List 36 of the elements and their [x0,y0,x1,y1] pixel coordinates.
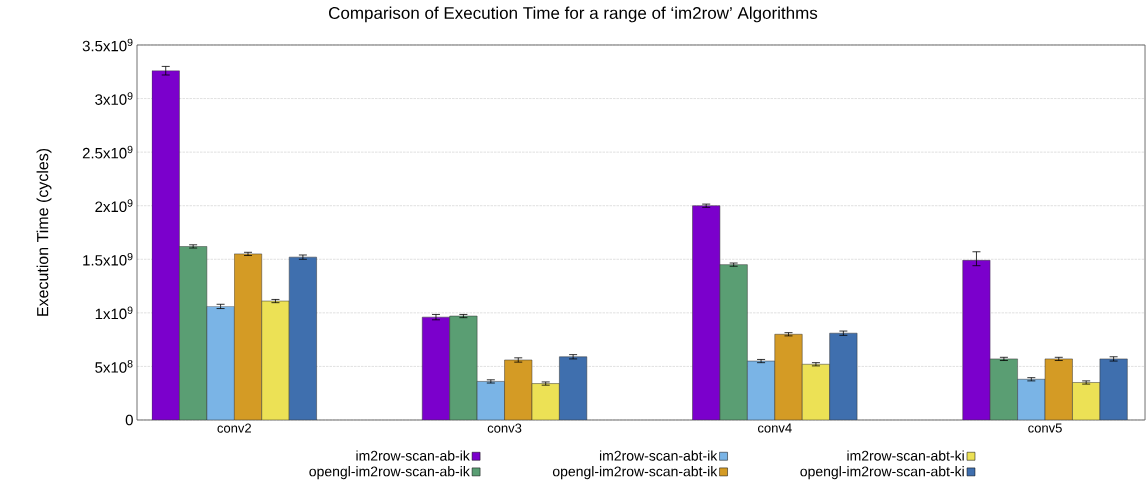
bar [531,383,560,420]
x-tick-label: conv2 [217,423,251,433]
y-tick-label: 3.5x10$^{9}$ [82,38,133,52]
bar [1099,358,1128,420]
y-tick-label: 2x10$^{9}$ [95,199,133,213]
y-axis-title: Execution Time (cycles) [36,148,52,316]
legend-label: opengl-im2row-scan-abt-ik [552,466,718,480]
y-tick-label: 5x10$^{8}$ [95,360,133,373]
bar [449,315,478,420]
bar [206,306,235,420]
y-tick-label: 1.5x10$^{9}$ [83,252,133,266]
bar [747,360,776,420]
bar [559,356,588,420]
y-tick-label: 0 [125,414,133,426]
bar [1072,382,1101,420]
legend-label: im2row-scan-abt-ik [599,450,718,461]
x-tick-label: conv5 [1028,423,1062,433]
bar [261,300,290,420]
bar [476,381,505,420]
y-tick-label: 3x10$^{9}$ [95,92,133,105]
legend-label: opengl-im2row-scan-abt-ki [800,466,964,480]
legend-label: im2row-scan-ab-ik [356,450,470,461]
bar [801,364,830,420]
legend-label: opengl-im2row-scan-ab-ik [309,466,470,480]
y-tick-label: 1x10$^{9}$ [95,306,133,320]
bar [989,358,1018,420]
bar [288,256,317,420]
bar [719,264,748,420]
bar [829,332,858,420]
y-tick-label: 2.5x10$^{9}$ [82,145,133,159]
bar [1017,379,1046,420]
bar [179,246,208,420]
x-tick-label: conv4 [758,423,792,433]
legend-label: im2row-scan-abt-ki [847,450,964,461]
x-tick-label: conv3 [487,423,522,433]
chart-title: Comparison of Execution Time for a range of ‘im2row’ Algorithms [329,6,818,23]
